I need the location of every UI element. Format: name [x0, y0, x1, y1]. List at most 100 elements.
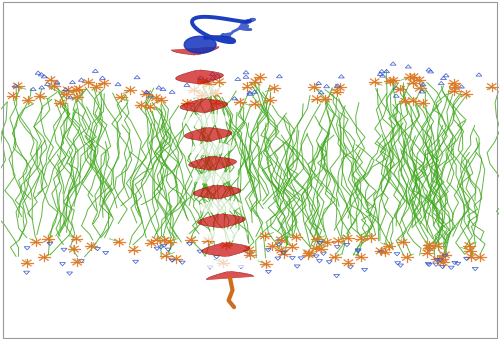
- Polygon shape: [210, 171, 218, 172]
- Polygon shape: [178, 64, 217, 67]
- Polygon shape: [188, 145, 232, 149]
- Polygon shape: [198, 153, 224, 155]
- Polygon shape: [188, 135, 230, 139]
- Polygon shape: [189, 161, 236, 165]
- Polygon shape: [180, 103, 228, 107]
- Polygon shape: [198, 193, 236, 197]
- Polygon shape: [178, 77, 222, 81]
- Polygon shape: [198, 99, 207, 100]
- Polygon shape: [184, 116, 228, 120]
- Polygon shape: [209, 266, 248, 269]
- Polygon shape: [192, 176, 238, 181]
- Polygon shape: [214, 198, 222, 199]
- Polygon shape: [181, 92, 223, 96]
- Polygon shape: [193, 158, 232, 162]
- Polygon shape: [208, 265, 249, 268]
- Polygon shape: [180, 51, 211, 54]
- Polygon shape: [180, 102, 227, 106]
- Polygon shape: [187, 108, 222, 111]
- Polygon shape: [201, 232, 246, 235]
- Polygon shape: [208, 197, 228, 198]
- Polygon shape: [210, 229, 236, 232]
- Polygon shape: [187, 122, 226, 125]
- Polygon shape: [188, 130, 227, 133]
- Polygon shape: [182, 72, 216, 75]
- Polygon shape: [194, 188, 239, 192]
- Polygon shape: [211, 200, 226, 201]
- Polygon shape: [198, 180, 232, 183]
- Polygon shape: [187, 146, 234, 149]
- Polygon shape: [216, 199, 220, 200]
- Polygon shape: [216, 268, 242, 270]
- Polygon shape: [199, 217, 243, 221]
- Polygon shape: [178, 90, 226, 94]
- Polygon shape: [196, 206, 242, 210]
- Polygon shape: [194, 191, 240, 195]
- Polygon shape: [190, 163, 236, 167]
- Polygon shape: [184, 132, 232, 136]
- Polygon shape: [204, 171, 224, 173]
- Polygon shape: [201, 222, 242, 225]
- Polygon shape: [183, 117, 229, 120]
- Polygon shape: [204, 246, 248, 250]
- Polygon shape: [210, 244, 240, 246]
- Polygon shape: [186, 146, 234, 150]
- Polygon shape: [202, 140, 216, 141]
- Polygon shape: [190, 109, 220, 111]
- Polygon shape: [220, 257, 234, 259]
- Polygon shape: [192, 55, 201, 56]
- Polygon shape: [188, 71, 209, 72]
- Polygon shape: [206, 264, 250, 268]
- Polygon shape: [188, 85, 214, 88]
- Polygon shape: [214, 258, 240, 260]
- Polygon shape: [204, 245, 246, 249]
- Polygon shape: [204, 168, 224, 170]
- Polygon shape: [202, 231, 244, 234]
- Polygon shape: [186, 131, 230, 134]
- Polygon shape: [204, 140, 214, 141]
- Polygon shape: [197, 69, 200, 70]
- Polygon shape: [184, 56, 210, 59]
- Polygon shape: [184, 86, 218, 89]
- Polygon shape: [200, 202, 238, 205]
- Polygon shape: [184, 133, 232, 137]
- Polygon shape: [191, 175, 238, 179]
- Polygon shape: [198, 207, 240, 210]
- Polygon shape: [178, 88, 224, 92]
- Polygon shape: [176, 76, 222, 80]
- Polygon shape: [186, 134, 232, 138]
- Polygon shape: [192, 114, 218, 116]
- Polygon shape: [180, 87, 224, 91]
- Polygon shape: [180, 105, 228, 108]
- Polygon shape: [198, 220, 245, 224]
- Polygon shape: [206, 182, 226, 184]
- Polygon shape: [174, 60, 221, 64]
- Polygon shape: [208, 230, 238, 232]
- Polygon shape: [182, 117, 230, 121]
- Polygon shape: [202, 157, 222, 159]
- Polygon shape: [212, 225, 233, 227]
- Polygon shape: [190, 129, 225, 132]
- Polygon shape: [194, 151, 228, 154]
- Polygon shape: [197, 172, 232, 175]
- Polygon shape: [174, 49, 216, 52]
- Polygon shape: [197, 203, 241, 206]
- Polygon shape: [200, 208, 239, 211]
- Polygon shape: [204, 262, 252, 266]
- Polygon shape: [202, 246, 248, 250]
- Polygon shape: [202, 195, 233, 198]
- Polygon shape: [207, 224, 237, 226]
- Polygon shape: [180, 104, 228, 108]
- Polygon shape: [190, 95, 215, 97]
- Polygon shape: [180, 65, 215, 68]
- Polygon shape: [202, 209, 237, 211]
- Polygon shape: [198, 166, 228, 169]
- Polygon shape: [186, 147, 234, 151]
- Polygon shape: [204, 263, 252, 267]
- Polygon shape: [192, 159, 233, 163]
- Polygon shape: [201, 98, 204, 99]
- Polygon shape: [196, 152, 226, 154]
- Polygon shape: [204, 261, 252, 265]
- Polygon shape: [202, 235, 246, 239]
- Polygon shape: [207, 275, 253, 279]
